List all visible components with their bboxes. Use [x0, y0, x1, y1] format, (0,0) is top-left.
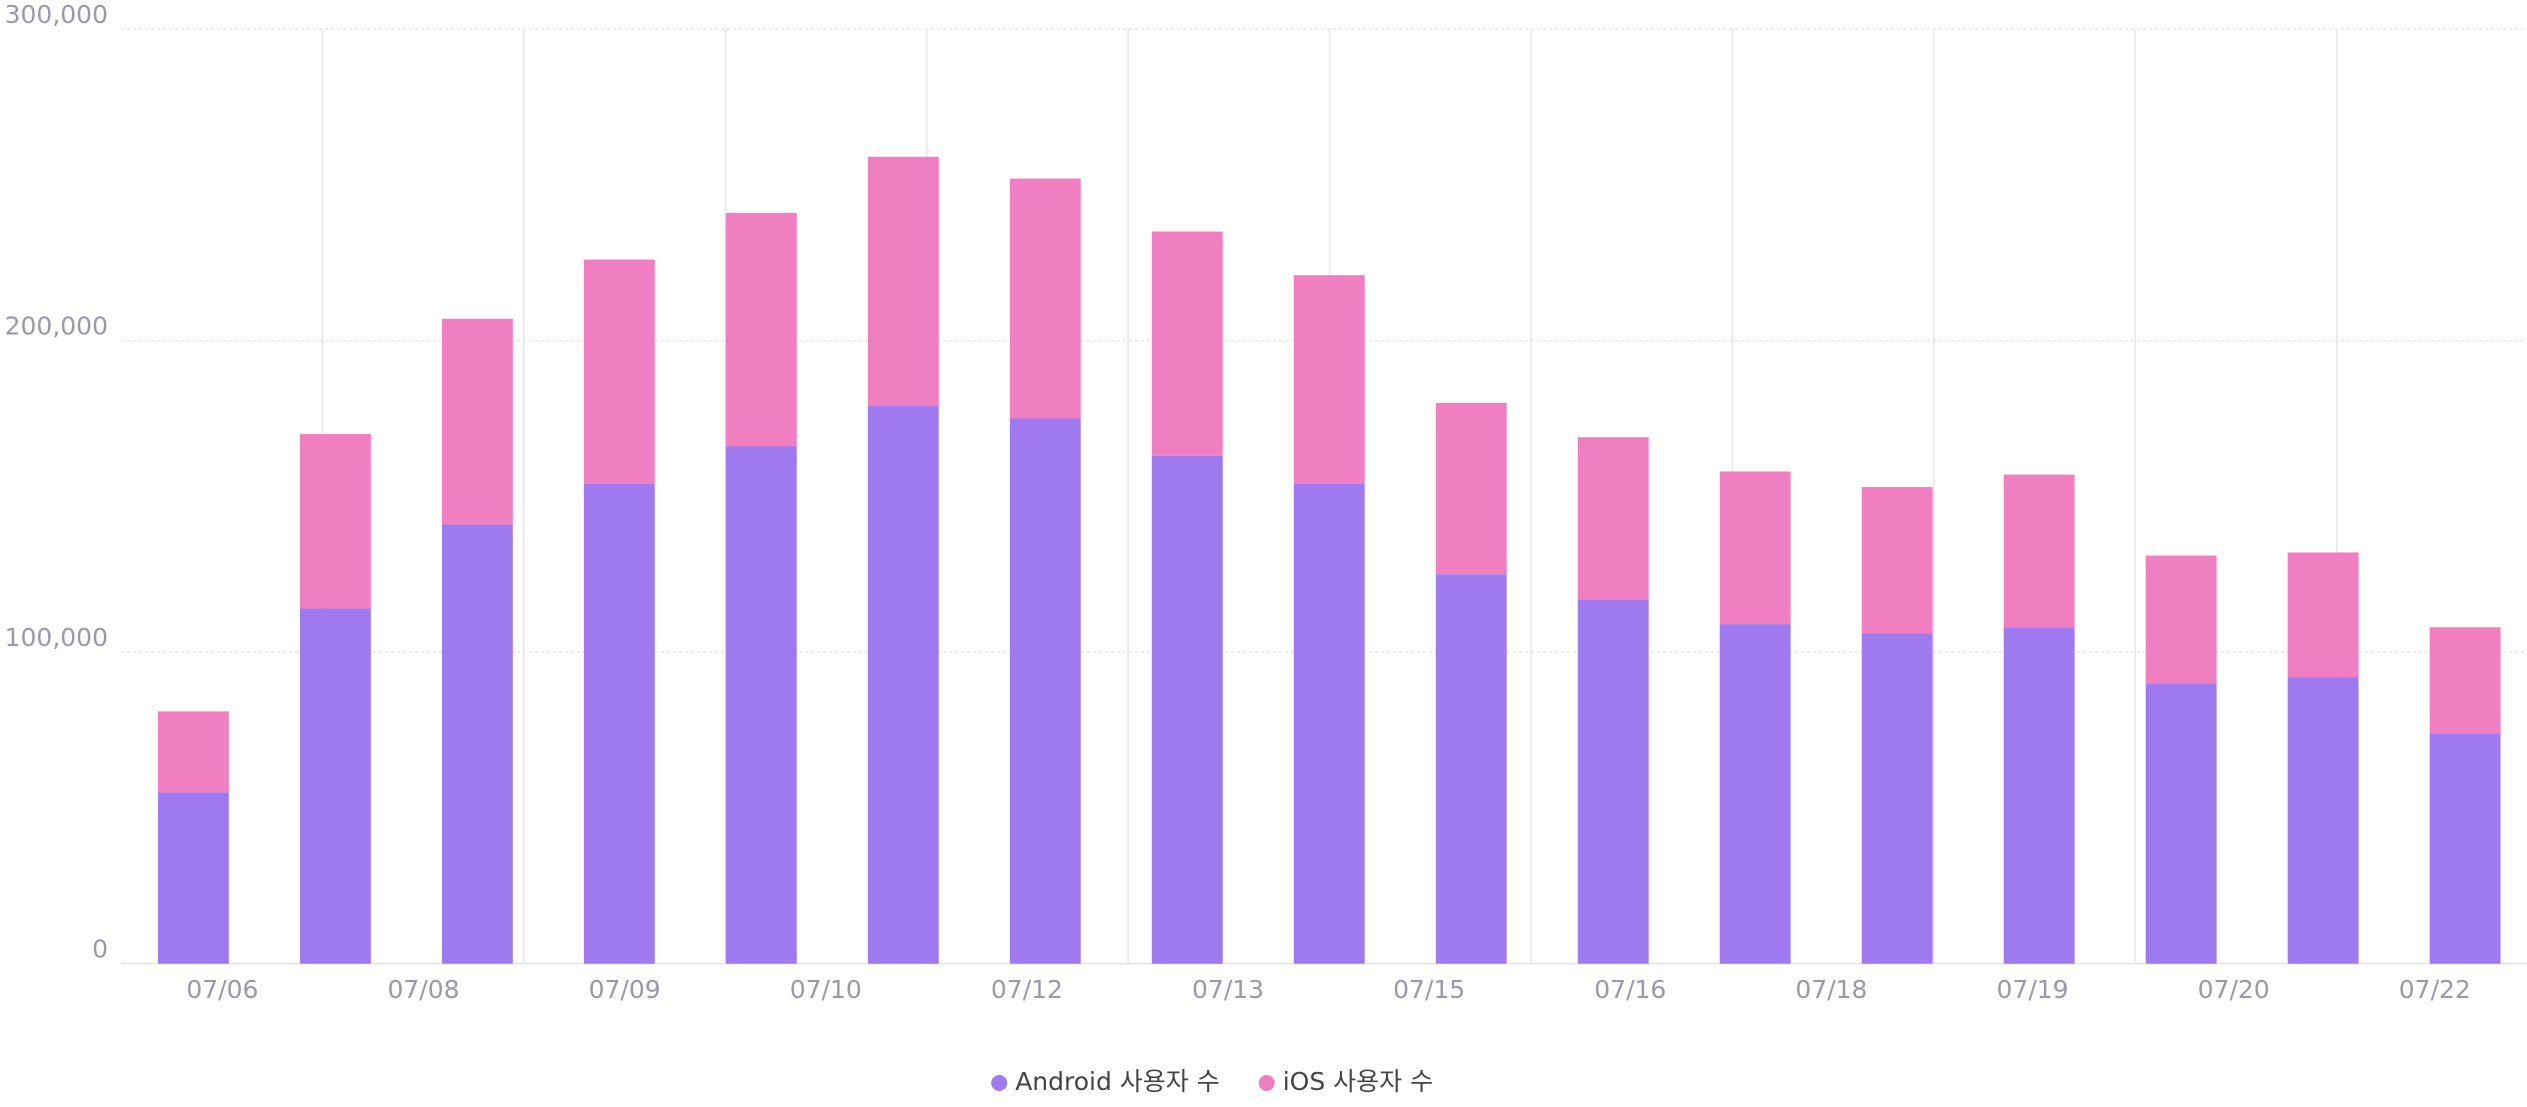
bar-segment [867, 406, 939, 964]
bar-segment [441, 318, 513, 525]
bar-segment [299, 434, 371, 609]
bar-segment [1719, 624, 1791, 964]
y-tick-label: 200,000 [5, 312, 108, 341]
legend-marker [1258, 1075, 1275, 1091]
y-tick-label: 0 [92, 935, 108, 964]
x-tick-label: 07/22 [2399, 975, 2471, 1004]
bar-segment [1293, 483, 1365, 964]
x-tick-label: 07/18 [1795, 975, 1867, 1004]
x-tick-label: 07/20 [2198, 975, 2270, 1004]
bar-segment [1577, 599, 1649, 964]
legend-label: iOS 사용자 수 [1283, 1067, 1433, 1096]
y-tick-label: 300,000 [5, 0, 108, 29]
x-tick-label: 07/08 [388, 975, 460, 1004]
bar-segment [2003, 474, 2075, 628]
bar-segment [1861, 487, 1933, 634]
x-tick-label: 07/16 [1594, 975, 1666, 1004]
bar-segment [1577, 437, 1649, 600]
bar-segment [1009, 418, 1081, 964]
bar-segment [1009, 178, 1081, 419]
bar-segment [1435, 574, 1507, 964]
bar-segment [2287, 677, 2359, 964]
legend-label: Android 사용자 수 [1015, 1067, 1220, 1096]
x-tick-label: 07/15 [1393, 975, 1465, 1004]
x-tick-label: 07/06 [186, 975, 258, 1004]
bar-segment [2429, 733, 2501, 964]
y-tick-label: 100,000 [5, 623, 108, 652]
bar-segment [441, 524, 513, 964]
legend-marker [991, 1075, 1008, 1091]
bar-segment [1151, 455, 1223, 964]
bar-segment [1293, 275, 1365, 484]
bar-segment [1861, 633, 1933, 964]
bar-segment [299, 608, 371, 964]
bar-segment [725, 212, 797, 447]
bar-segment [2429, 627, 2501, 734]
x-tick-label: 07/09 [589, 975, 661, 1004]
bar-segment [157, 711, 229, 793]
bar-segment [867, 156, 939, 407]
bar-segment [157, 792, 229, 964]
bar-segment [1719, 471, 1791, 625]
x-tick-label: 07/19 [1997, 975, 2069, 1004]
bar-segment [2003, 627, 2075, 964]
x-tick-label: 07/12 [991, 975, 1063, 1004]
bar-segment [1435, 402, 1507, 575]
x-tick-label: 07/13 [1192, 975, 1264, 1004]
bar-segment [583, 483, 655, 964]
x-tick-label: 07/10 [790, 975, 862, 1004]
bar-segment [2145, 683, 2217, 964]
bar-segment [2145, 555, 2217, 684]
bar-segment [725, 446, 797, 964]
bar-segment [583, 259, 655, 484]
bar-segment [2287, 552, 2359, 678]
bar-segment [1151, 231, 1223, 456]
